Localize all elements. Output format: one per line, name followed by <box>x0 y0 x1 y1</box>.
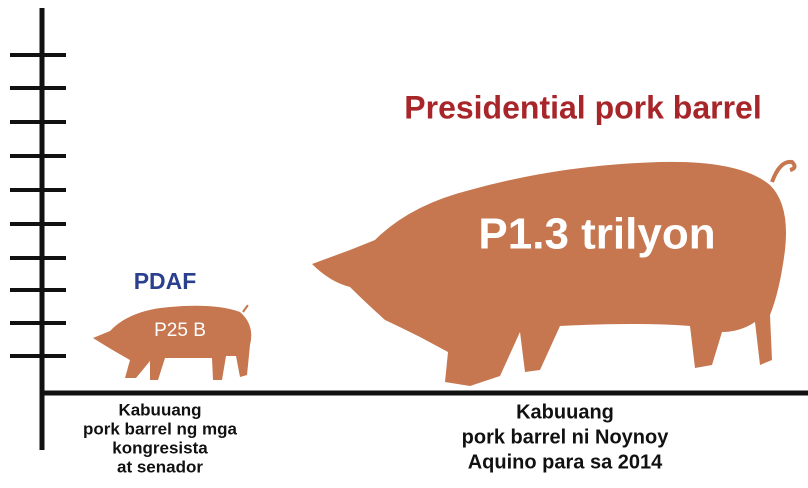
value-label: P1.3 trilyon <box>478 210 715 259</box>
caption-line: Aquino para sa 2014 <box>468 451 663 473</box>
pig-body <box>312 162 786 386</box>
caption-line: pork barrel ng mga <box>83 419 238 438</box>
item-name: Presidential pork barrel <box>404 89 761 125</box>
infographic: PDAF P25 B Presidential pork barrel P1.3… <box>0 0 808 488</box>
caption-line: kongresista <box>112 438 208 457</box>
caption-line: pork barrel ni Noynoy <box>462 426 670 448</box>
value-label: P25 B <box>154 320 206 341</box>
pig-tail <box>772 162 795 182</box>
caption-line: Kabuuang <box>118 400 201 419</box>
big-pig <box>312 162 795 386</box>
caption-line: Kabuuang <box>516 401 614 423</box>
pig-body <box>93 306 251 380</box>
item-name: PDAF <box>134 268 197 294</box>
small-pig <box>93 306 251 380</box>
caption-line: at senador <box>117 457 203 476</box>
pig-tail <box>243 306 247 312</box>
